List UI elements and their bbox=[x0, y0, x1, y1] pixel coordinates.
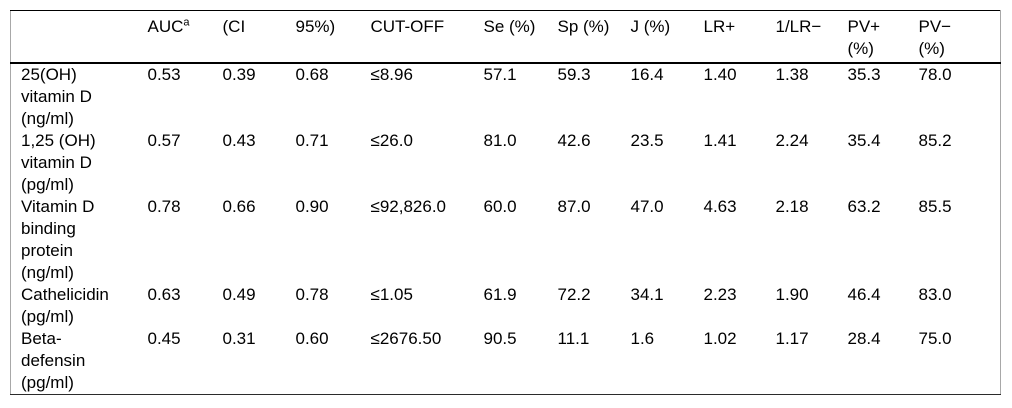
diagnostic-accuracy-table: AUCa (CI 95%) CUT-OFF Se (%) Sp (%) J (%… bbox=[10, 10, 1001, 395]
table-row-beta-defensin: Beta- defensin (pg/ml) 0.45 0.31 0.60 ≤2… bbox=[11, 328, 1001, 395]
cell-se: 90.5 bbox=[483, 329, 517, 348]
cell-ci-lower: 0.31 bbox=[222, 329, 256, 348]
cell-j: 1.6 bbox=[630, 329, 655, 348]
cell-ci-upper: 0.78 bbox=[295, 285, 329, 304]
cell-ci-upper: 0.90 bbox=[295, 197, 329, 216]
cell-ci-lower: 0.49 bbox=[222, 285, 256, 304]
cell-inv-lr-minus: 1.90 bbox=[775, 285, 809, 304]
cell-j: 47.0 bbox=[630, 197, 664, 216]
cell-pv-plus: 35.4 bbox=[847, 131, 881, 150]
cell-auc: 0.63 bbox=[147, 285, 181, 304]
header-auc-label: AUC bbox=[147, 17, 184, 36]
header-lr-plus: LR+ bbox=[693, 10, 766, 64]
cell-se: 57.1 bbox=[483, 65, 517, 84]
cell-inv-lr-minus: 2.18 bbox=[775, 197, 809, 216]
row-label: 25(OH) vitamin D (ng/ml) bbox=[21, 65, 92, 128]
cell-cutoff: ≤8.96 bbox=[370, 65, 413, 84]
cell-inv-lr-minus: 1.38 bbox=[775, 65, 809, 84]
row-label: 1,25 (OH) vitamin D (pg/ml) bbox=[21, 131, 96, 194]
row-label: Vitamin D binding protein (ng/ml) bbox=[21, 197, 95, 282]
cell-auc: 0.57 bbox=[147, 131, 181, 150]
row-label: Beta- defensin (pg/ml) bbox=[21, 329, 86, 392]
cell-inv-lr-minus: 1.17 bbox=[775, 329, 809, 348]
cell-pv-minus: 78.0 bbox=[918, 65, 952, 84]
cell-lr-plus: 2.23 bbox=[703, 285, 737, 304]
header-row: AUCa (CI 95%) CUT-OFF Se (%) Sp (%) J (%… bbox=[10, 10, 1001, 64]
cell-ci-lower: 0.39 bbox=[222, 65, 256, 84]
cell-j: 23.5 bbox=[630, 131, 664, 150]
cell-inv-lr-minus: 2.24 bbox=[775, 131, 809, 150]
header-auc: AUCa bbox=[137, 10, 213, 64]
cell-ci-lower: 0.66 bbox=[222, 197, 256, 216]
cell-lr-plus: 1.41 bbox=[703, 131, 737, 150]
cell-sp: 87.0 bbox=[557, 197, 591, 216]
table-row-25oh-vitamin-d: 25(OH) vitamin D (ng/ml) 0.53 0.39 0.68 … bbox=[11, 63, 1001, 130]
cell-sp: 72.2 bbox=[557, 285, 591, 304]
header-auc-footnote-marker: a bbox=[183, 16, 190, 29]
cell-j: 34.1 bbox=[630, 285, 664, 304]
header-empty bbox=[10, 10, 138, 64]
cell-lr-plus: 1.02 bbox=[703, 329, 737, 348]
cell-cutoff: ≤26.0 bbox=[370, 131, 413, 150]
cell-se: 60.0 bbox=[483, 197, 517, 216]
header-sensitivity: Se (%) bbox=[473, 10, 548, 64]
cell-auc: 0.53 bbox=[147, 65, 181, 84]
cell-ci-upper: 0.68 bbox=[295, 65, 329, 84]
header-inv-lr-minus: 1/LR− bbox=[765, 10, 838, 64]
header-specificity: Sp (%) bbox=[547, 10, 621, 64]
table-row-cathelicidin: Cathelicidin (pg/ml) 0.63 0.49 0.78 ≤1.0… bbox=[11, 284, 1001, 328]
cell-pv-plus: 46.4 bbox=[847, 285, 881, 304]
table-row-vitamin-d-binding-protein: Vitamin D binding protein (ng/ml) 0.78 0… bbox=[11, 196, 1001, 284]
cell-se: 81.0 bbox=[483, 131, 517, 150]
cell-cutoff: ≤2676.50 bbox=[370, 329, 442, 348]
cell-pv-plus: 35.3 bbox=[847, 65, 881, 84]
cell-auc: 0.45 bbox=[147, 329, 181, 348]
cell-pv-plus: 28.4 bbox=[847, 329, 881, 348]
cell-lr-plus: 1.40 bbox=[703, 65, 737, 84]
header-ci-upper: 95%) bbox=[285, 10, 361, 64]
cell-auc: 0.78 bbox=[147, 197, 181, 216]
cell-lr-plus: 4.63 bbox=[703, 197, 737, 216]
table-row-125oh-vitamin-d: 1,25 (OH) vitamin D (pg/ml) 0.57 0.43 0.… bbox=[11, 130, 1001, 196]
cell-ci-upper: 0.71 bbox=[295, 131, 329, 150]
cell-sp: 42.6 bbox=[557, 131, 591, 150]
header-pv-minus: PV− (%) bbox=[908, 10, 1001, 64]
cell-cutoff: ≤92,826.0 bbox=[370, 197, 447, 216]
header-ci-lower: (CI bbox=[212, 10, 286, 64]
cell-j: 16.4 bbox=[630, 65, 664, 84]
header-youden-index: J (%) bbox=[620, 10, 694, 64]
cell-pv-minus: 75.0 bbox=[918, 329, 952, 348]
cell-pv-minus: 83.0 bbox=[918, 285, 952, 304]
cell-cutoff: ≤1.05 bbox=[370, 285, 413, 304]
row-label: Cathelicidin (pg/ml) bbox=[21, 285, 109, 326]
cell-sp: 11.1 bbox=[557, 329, 590, 348]
header-cutoff: CUT-OFF bbox=[360, 10, 474, 64]
cell-pv-minus: 85.5 bbox=[918, 197, 952, 216]
cell-ci-lower: 0.43 bbox=[222, 131, 256, 150]
cell-ci-upper: 0.60 bbox=[295, 329, 329, 348]
cell-pv-plus: 63.2 bbox=[847, 197, 881, 216]
cell-sp: 59.3 bbox=[557, 65, 591, 84]
header-pv-plus: PV+ (%) bbox=[837, 10, 909, 64]
cell-pv-minus: 85.2 bbox=[918, 131, 952, 150]
cell-se: 61.9 bbox=[483, 285, 517, 304]
